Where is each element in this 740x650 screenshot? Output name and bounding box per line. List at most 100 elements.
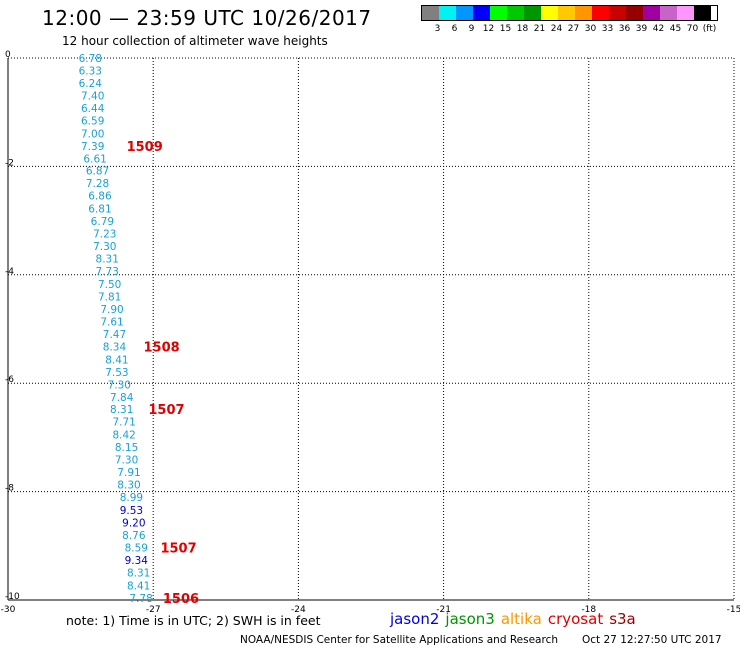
color-swatch [575, 6, 592, 20]
swh-value-point: 7.23 [93, 229, 116, 241]
color-scale-label: 12 [482, 24, 495, 34]
color-scale-label: 39 [635, 24, 648, 34]
swh-value-point: 9.53 [120, 505, 143, 517]
color-swatch [677, 6, 694, 20]
swh-value-point: 7.91 [117, 467, 140, 479]
y-tick-label: -6 [5, 375, 14, 385]
color-scale-label: 36 [618, 24, 631, 34]
color-swatch [439, 6, 456, 20]
swh-value-point: 6.78 [79, 53, 102, 65]
swh-value-point: 8.31 [127, 567, 150, 579]
swh-value-point: 7.28 [86, 178, 109, 190]
color-scale-label: 18 [516, 24, 529, 34]
swh-value-point: 8.76 [122, 530, 146, 542]
x-tick-label: -30 [1, 605, 16, 615]
color-scale-label: 42 [652, 24, 665, 34]
wave-height-points: 6.786.336.247.406.446.597.007.396.616.87… [79, 53, 153, 605]
color-scale-label: (ft) [702, 24, 717, 34]
color-swatch [490, 6, 507, 20]
color-scale-label: 9 [468, 24, 475, 34]
color-swatch [541, 6, 558, 20]
pass-time-label: 1506 [163, 592, 199, 607]
swh-value-point: 7.73 [96, 266, 119, 278]
color-scale-label: 24 [550, 24, 563, 34]
color-swatch [626, 6, 643, 20]
color-scale-label: 45 [669, 24, 682, 34]
swh-value-point: 8.15 [115, 442, 138, 454]
swh-value-point: 7.53 [105, 367, 128, 379]
y-tick-label: 0 [5, 50, 11, 60]
swh-value-point: 6.87 [86, 166, 109, 178]
swh-value-point: 8.41 [105, 354, 128, 366]
color-swatch [473, 6, 490, 20]
swh-value-point: 6.44 [81, 103, 105, 115]
color-swatch [694, 6, 711, 20]
satellite-legend-altika: altika [500, 610, 542, 628]
color-swatch [456, 6, 473, 20]
chart-title: 12:00 — 23:59 UTC 10/26/2017 [42, 6, 372, 30]
swh-value-point: 6.33 [79, 65, 102, 77]
swh-value-point: 8.31 [96, 254, 119, 266]
pass-labels: 1509 1508 1507 1507 1506 [127, 140, 199, 607]
color-scale-label: 27 [567, 24, 580, 34]
y-tick-label: -8 [5, 484, 14, 494]
color-swatch [592, 6, 609, 20]
color-swatch [524, 6, 541, 20]
x-tick-label: -24 [291, 605, 306, 615]
axis-ticks: -30 -27 -24 -21 -18 -15 0 -2 -4 -6 -8 -10 [1, 50, 740, 615]
swh-value-point: 8.34 [103, 341, 127, 353]
grid [7, 57, 735, 601]
x-tick-label: -18 [581, 605, 596, 615]
satellite-legend: jason2 jason3 altika cryosat s3a [390, 610, 642, 628]
swh-value-point: 7.81 [98, 291, 121, 303]
swh-value-point: 7.40 [81, 90, 104, 102]
swh-value-point: 8.41 [127, 580, 150, 592]
swh-value-point: 6.81 [88, 204, 111, 216]
swh-value-point: 7.47 [103, 329, 126, 341]
swh-value-point: 7.90 [100, 304, 123, 316]
y-tick-label: -10 [5, 592, 20, 602]
swh-value-point: 8.42 [112, 430, 135, 442]
color-scale-label: 15 [499, 24, 512, 34]
swh-value-point: 8.30 [117, 480, 140, 492]
swh-value-point: 9.20 [122, 517, 145, 529]
color-scale-labels: 3 6 9 12 15 18 21 24 27 30 33 36 39 42 45 70 (ft) [429, 24, 718, 34]
color-swatch [422, 6, 439, 20]
swh-value-point: 7.50 [98, 279, 121, 291]
swh-value-point: 6.86 [88, 191, 112, 203]
swh-value-point: 7.84 [110, 392, 134, 404]
color-scale-swatches [421, 5, 718, 21]
swh-value-point: 8.99 [120, 492, 143, 504]
swh-value-point: 7.30 [93, 241, 116, 253]
swh-value-point: 7.78 [129, 593, 152, 605]
swh-value-point: 6.79 [91, 216, 114, 228]
color-swatch [558, 6, 575, 20]
swh-value-point: 8.31 [110, 404, 133, 416]
satellite-legend-s3a: s3a [609, 610, 636, 628]
color-swatch [643, 6, 660, 20]
pass-time-label: 1509 [127, 140, 163, 155]
swh-value-point: 9.34 [125, 555, 149, 567]
color-swatch [660, 6, 677, 20]
color-scale-label: 30 [584, 24, 597, 34]
x-tick-label: -21 [436, 605, 451, 615]
swh-value-point: 7.39 [81, 141, 104, 153]
swh-value-point: 7.71 [112, 417, 135, 429]
chart-subtitle: 12 hour collection of altimeter wave hei… [62, 34, 328, 48]
swh-value-point: 7.00 [81, 128, 104, 140]
credit-text: NOAA/NESDIS Center for Satellite Applica… [240, 634, 558, 646]
swh-value-point: 7.30 [115, 455, 138, 467]
x-tick-label: -27 [146, 605, 161, 615]
color-scale-label: 21 [533, 24, 546, 34]
swh-value-point: 7.61 [100, 316, 123, 328]
pass-time-label: 1507 [148, 403, 184, 418]
color-scale-label: 33 [601, 24, 614, 34]
swh-value-point: 8.59 [125, 542, 148, 554]
color-scale-legend: 3 6 9 12 15 18 21 24 27 30 33 36 39 42 45 70 (ft) [421, 5, 718, 34]
footer-note: note: 1) Time is in UTC; 2) SWH is in fe… [66, 613, 321, 628]
pass-time-label: 1508 [144, 340, 180, 355]
pass-time-label: 1507 [160, 541, 196, 556]
y-tick-label: -4 [5, 267, 14, 277]
y-tick-label: -2 [5, 158, 14, 168]
